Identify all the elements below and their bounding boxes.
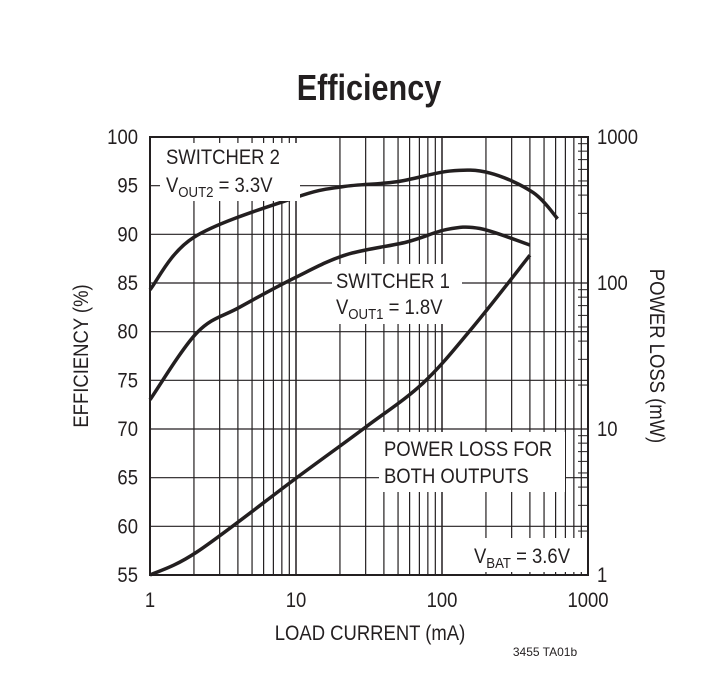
y2-tick-label: 100 xyxy=(597,272,628,295)
svg-text:SWITCHER 1: SWITCHER 1 xyxy=(336,270,450,293)
svg-text:VOUT2 = 3.3V: VOUT2 = 3.3V xyxy=(166,174,273,200)
y-tick-label: 60 xyxy=(117,515,138,538)
y-tick-label: 65 xyxy=(117,467,138,490)
plot-frame xyxy=(149,136,589,576)
y2-tick-label: 1 xyxy=(597,564,607,587)
series-line-2 xyxy=(149,254,532,577)
curves xyxy=(148,168,560,577)
annotation-vbat: VBAT = 3.6V xyxy=(470,538,585,572)
footnote: 3455 TA01b xyxy=(513,645,578,659)
svg-text:VOUT1 = 1.8V: VOUT1 = 1.8V xyxy=(336,296,443,322)
x-tick-label: 1000 xyxy=(567,589,608,612)
y-tick-label: 95 xyxy=(117,175,138,198)
x-axis-label: LOAD CURRENT (mA) xyxy=(275,622,466,645)
svg-text:BOTH OUTPUTS: BOTH OUTPUTS xyxy=(384,465,529,488)
y-tick-label: 85 xyxy=(117,272,138,295)
annotation-switcher2: SWITCHER 2 VOUT2 = 3.3V xyxy=(160,143,300,201)
y-tick-label: 90 xyxy=(117,223,138,246)
svg-text:POWER LOSS FOR: POWER LOSS FOR xyxy=(384,438,552,461)
x-tick-label: 100 xyxy=(427,589,458,612)
x-tick-label: 10 xyxy=(286,589,307,612)
series-line-1 xyxy=(148,225,531,401)
y2-axis-label: POWER LOSS (mW) xyxy=(645,269,668,443)
chart-title: Efficiency xyxy=(297,69,442,109)
y-tick-label: 80 xyxy=(117,321,138,344)
annotation-power-loss: POWER LOSS FOR BOTH OUTPUTS xyxy=(379,432,565,492)
y-tick-label: 55 xyxy=(117,564,138,587)
x-tick-label: 1 xyxy=(145,589,155,612)
y2-tick-label: 1000 xyxy=(597,126,638,149)
y-tick-label: 70 xyxy=(117,418,138,441)
svg-text:SWITCHER 2: SWITCHER 2 xyxy=(166,146,280,169)
svg-text:VBAT = 3.6V: VBAT = 3.6V xyxy=(474,545,571,571)
y-tick-label: 75 xyxy=(117,369,138,392)
series-line-0 xyxy=(148,168,560,291)
y-axis-label: EFFICIENCY (%) xyxy=(70,284,93,427)
y2-tick-label: 10 xyxy=(597,418,618,441)
y-tick-label: 100 xyxy=(107,126,138,149)
grid xyxy=(150,137,588,575)
annotation-switcher1: SWITCHER 1 VOUT1 = 1.8V xyxy=(332,264,462,324)
